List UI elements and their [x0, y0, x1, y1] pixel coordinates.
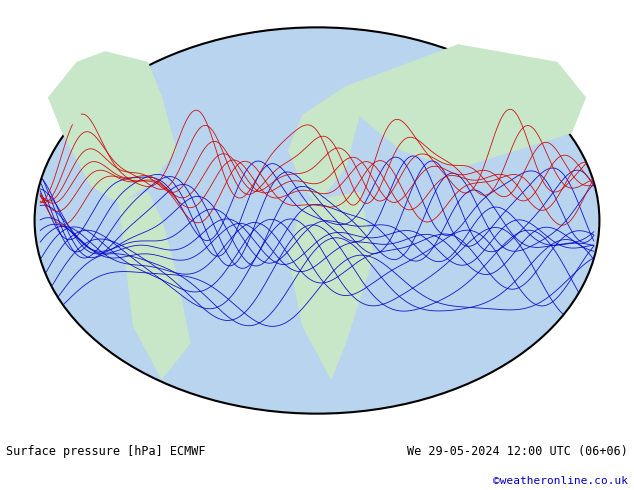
- Text: ©weatheronline.co.uk: ©weatheronline.co.uk: [493, 476, 628, 486]
- Text: We 29-05-2024 12:00 UTC (06+06): We 29-05-2024 12:00 UTC (06+06): [407, 445, 628, 458]
- Polygon shape: [119, 193, 190, 379]
- Polygon shape: [49, 52, 176, 203]
- Polygon shape: [346, 45, 585, 168]
- Polygon shape: [288, 87, 359, 203]
- Polygon shape: [288, 193, 373, 379]
- Ellipse shape: [35, 27, 599, 414]
- Text: Surface pressure [hPa] ECMWF: Surface pressure [hPa] ECMWF: [6, 445, 206, 458]
